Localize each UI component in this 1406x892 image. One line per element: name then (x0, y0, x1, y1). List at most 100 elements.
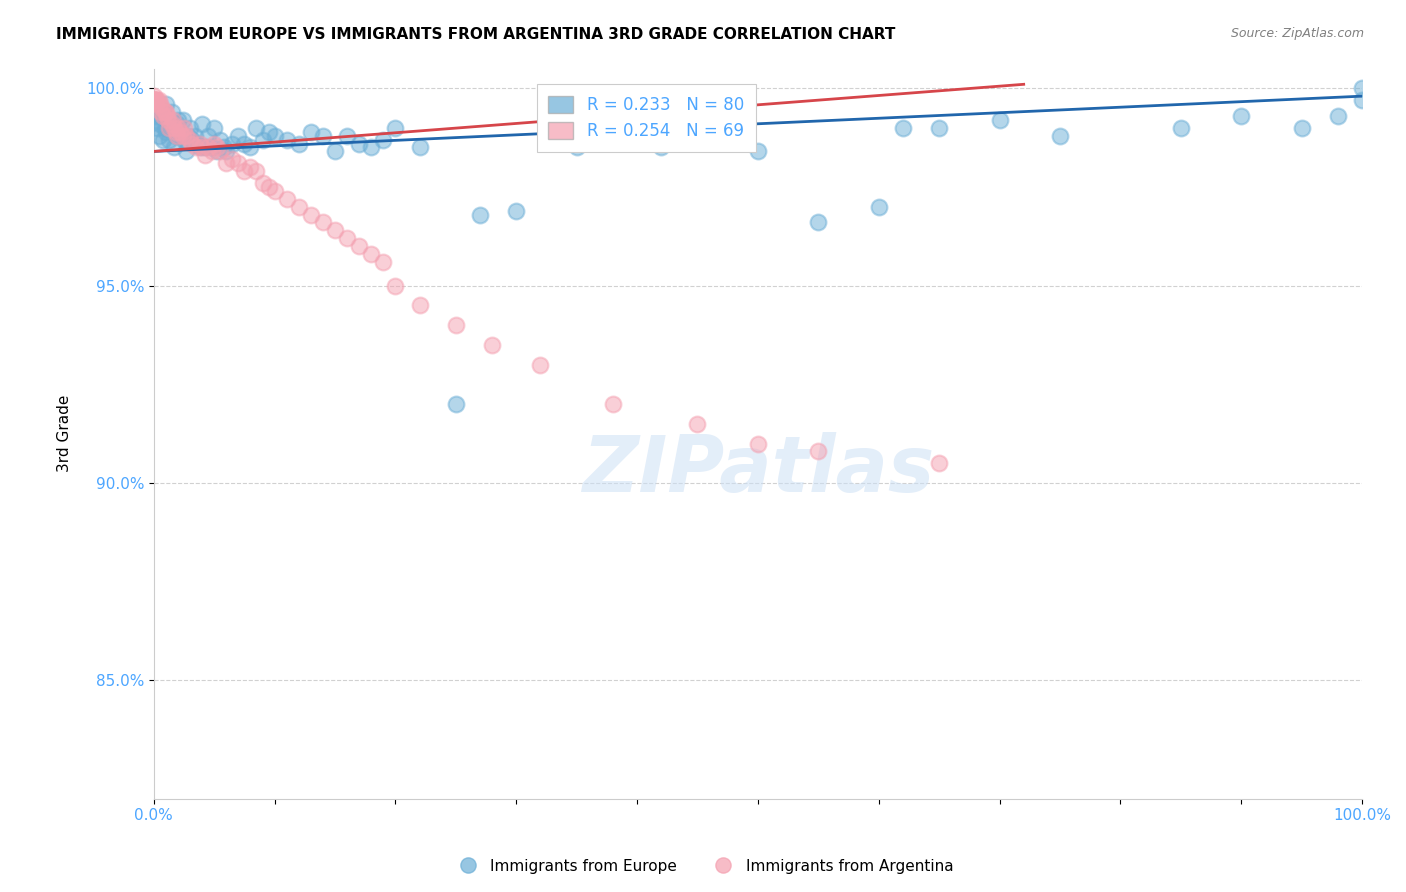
Point (212, 140, 235, 154)
Point (201, 145, 224, 159)
Point (146, 120, 169, 135)
Point (143, 101, 166, 115)
Point (245, 164, 267, 178)
Point (245, 120, 267, 135)
Point (481, 338, 503, 352)
Point (276, 132, 298, 146)
Point (209, 145, 232, 159)
Point (408, 140, 430, 154)
Point (148, 128, 170, 143)
Point (299, 125, 322, 139)
Point (1170, 120, 1192, 135)
Point (179, 132, 201, 146)
Point (179, 120, 201, 135)
Point (252, 176, 274, 190)
Point (143, 97, 166, 112)
Point (347, 136, 370, 151)
Point (239, 160, 262, 174)
Point (276, 192, 298, 206)
Point (167, 112, 190, 127)
Point (312, 215, 335, 229)
Point (157, 112, 180, 127)
Point (181, 136, 204, 151)
Point (529, 358, 551, 372)
Point (288, 136, 311, 151)
Point (384, 278, 406, 293)
Point (312, 128, 335, 143)
Point (142, 93, 165, 107)
Point (1351, 81, 1374, 95)
Point (184, 140, 207, 154)
Point (205, 145, 228, 159)
Point (565, 140, 588, 154)
Point (184, 128, 207, 143)
Point (686, 132, 709, 146)
Point (263, 128, 285, 143)
Point (176, 128, 198, 143)
Text: Source: ZipAtlas.com: Source: ZipAtlas.com (1230, 27, 1364, 40)
Point (167, 120, 190, 135)
Point (336, 231, 359, 245)
Point (193, 148, 215, 162)
Point (166, 128, 188, 143)
Point (143, 93, 166, 107)
Point (1291, 120, 1313, 135)
Point (602, 132, 624, 146)
Point (162, 120, 184, 135)
Point (169, 125, 191, 139)
Point (202, 136, 225, 151)
Text: IMMIGRANTS FROM EUROPE VS IMMIGRANTS FROM ARGENTINA 3RD GRADE CORRELATION CHART: IMMIGRANTS FROM EUROPE VS IMMIGRANTS FRO… (56, 27, 896, 42)
Point (221, 136, 243, 151)
Point (142, 93, 165, 107)
Point (197, 140, 219, 154)
Point (153, 104, 176, 119)
Point (172, 112, 194, 127)
Point (150, 109, 173, 123)
Point (928, 120, 950, 135)
Point (408, 298, 430, 312)
Point (228, 128, 250, 143)
Point (159, 132, 181, 146)
Point (215, 156, 238, 170)
Point (257, 180, 280, 194)
Point (807, 444, 830, 458)
Text: ZIPatlas: ZIPatlas (582, 432, 934, 508)
Point (162, 112, 184, 127)
Point (360, 247, 382, 261)
Point (142, 93, 165, 107)
Point (149, 97, 172, 112)
Point (468, 208, 491, 222)
Point (193, 140, 215, 154)
Point (153, 120, 176, 135)
Point (176, 128, 198, 143)
Point (928, 456, 950, 470)
Point (197, 128, 219, 143)
Point (1351, 93, 1374, 107)
Point (160, 104, 183, 119)
Point (149, 117, 172, 131)
Point (142, 93, 165, 107)
Point (155, 97, 177, 112)
Point (373, 132, 395, 146)
Point (142, 89, 165, 103)
Point (602, 397, 624, 411)
Point (173, 120, 195, 135)
Point (202, 120, 225, 135)
Point (747, 436, 769, 450)
Point (347, 239, 370, 253)
Point (252, 132, 274, 146)
Point (146, 93, 169, 107)
Point (205, 140, 228, 154)
Point (988, 112, 1011, 127)
Point (1049, 128, 1071, 143)
Point (169, 128, 191, 143)
Point (360, 140, 382, 154)
Point (323, 223, 346, 237)
Point (257, 125, 280, 139)
Point (299, 208, 322, 222)
Point (444, 318, 467, 332)
Point (650, 140, 672, 154)
Point (156, 109, 179, 123)
Point (165, 128, 187, 143)
Point (188, 140, 211, 154)
